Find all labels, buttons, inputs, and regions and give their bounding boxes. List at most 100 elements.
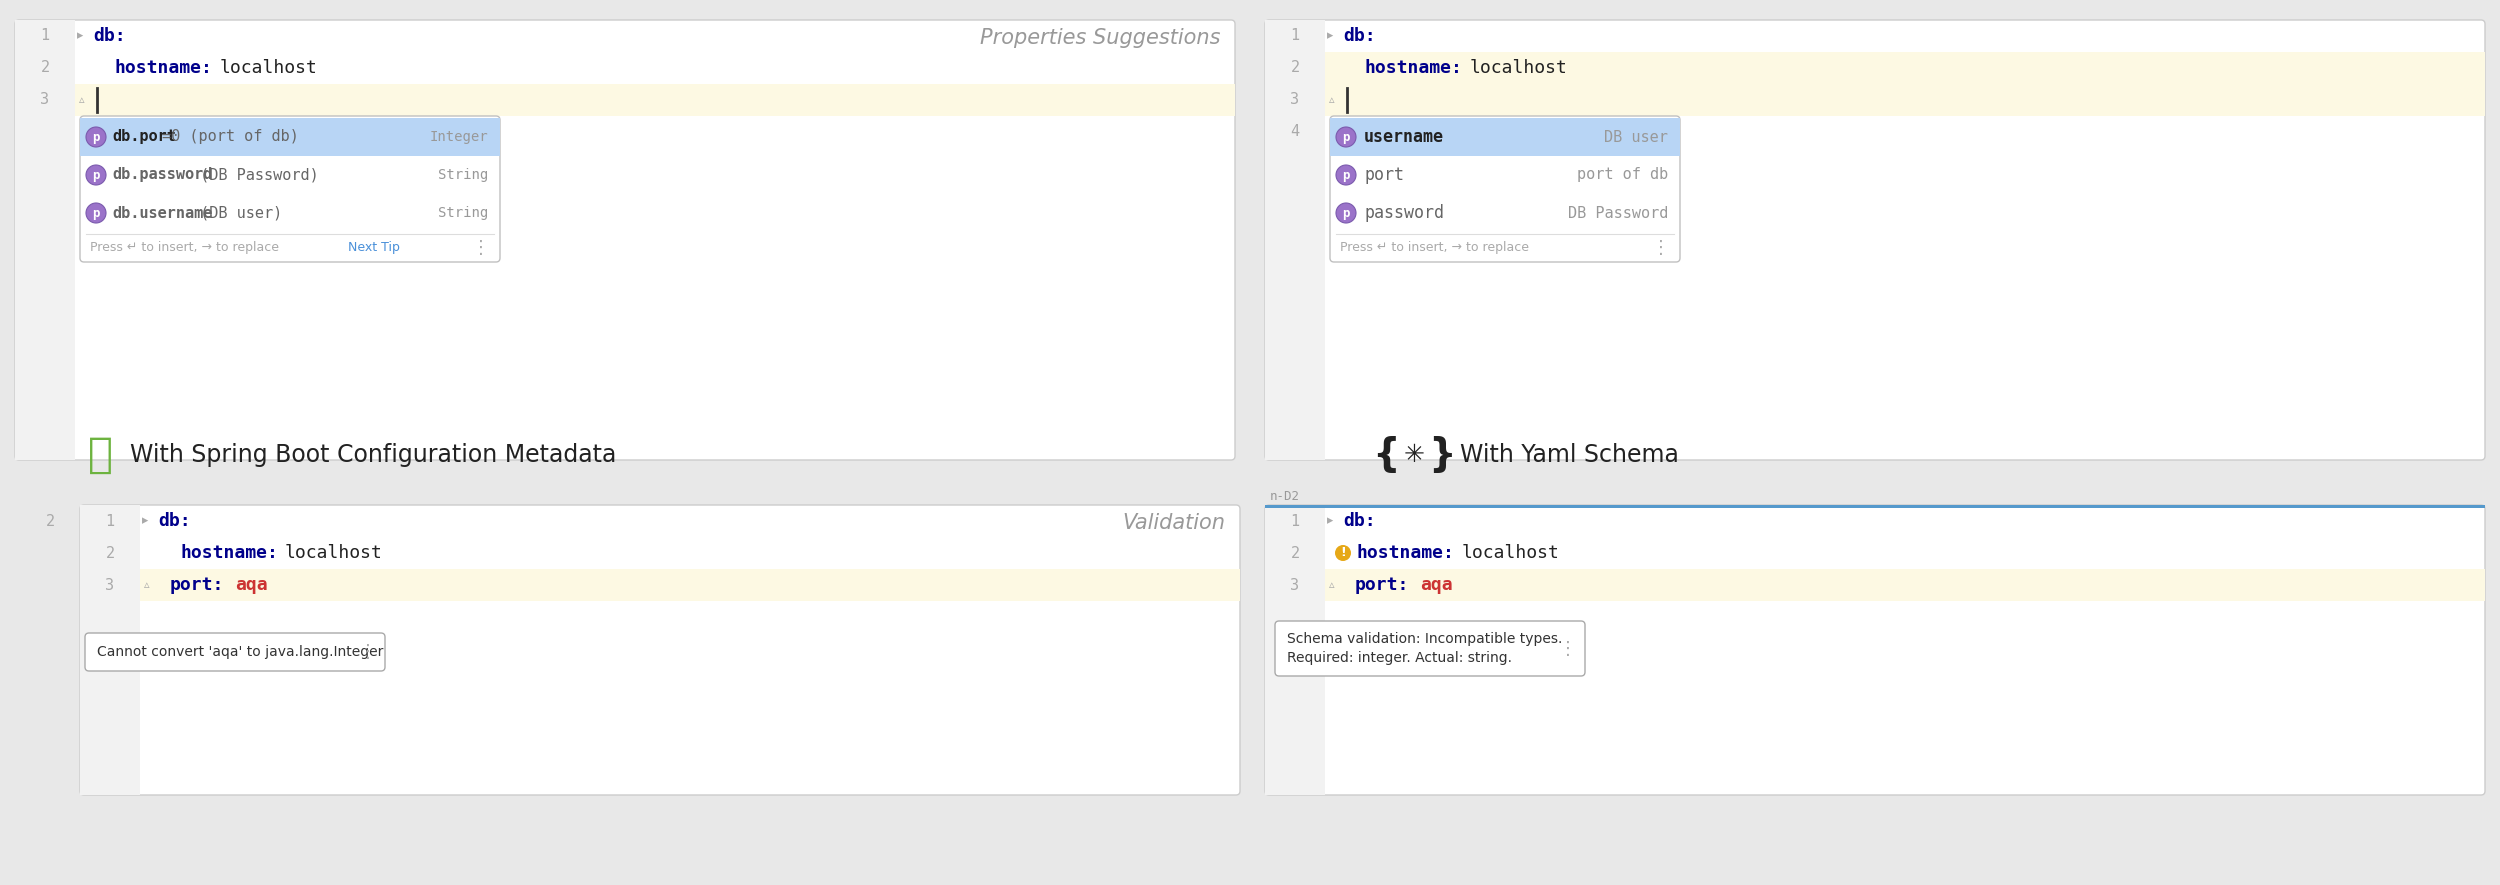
Text: Press ↵ to insert, → to replace: Press ↵ to insert, → to replace xyxy=(90,242,280,255)
Bar xyxy=(75,84,1235,116)
FancyBboxPatch shape xyxy=(80,116,500,262)
Text: localhost: localhost xyxy=(285,544,382,562)
Text: DB user: DB user xyxy=(1605,129,1668,144)
Text: hostname:: hostname: xyxy=(115,59,212,77)
Text: db:: db: xyxy=(92,27,125,45)
Bar xyxy=(140,569,1240,601)
Text: ▵: ▵ xyxy=(80,95,85,105)
FancyBboxPatch shape xyxy=(1330,116,1680,262)
Text: ✳: ✳ xyxy=(1403,443,1425,467)
Text: 1: 1 xyxy=(40,28,50,43)
Text: (DB Password): (DB Password) xyxy=(190,167,320,182)
FancyBboxPatch shape xyxy=(85,633,385,671)
Text: p: p xyxy=(92,168,100,181)
Bar xyxy=(1325,52,2485,84)
Text: port: port xyxy=(1365,166,1405,184)
Bar xyxy=(80,118,500,156)
FancyBboxPatch shape xyxy=(1265,505,2485,795)
Bar xyxy=(1330,118,1680,156)
Circle shape xyxy=(1335,165,1355,185)
Text: p: p xyxy=(92,206,100,219)
Text: p: p xyxy=(1342,206,1350,219)
Text: p: p xyxy=(92,130,100,143)
Text: ⋮: ⋮ xyxy=(1652,239,1670,257)
Text: aqa: aqa xyxy=(235,576,268,594)
Circle shape xyxy=(1335,127,1355,147)
Text: username: username xyxy=(1365,128,1445,146)
Text: Validation: Validation xyxy=(1122,513,1225,533)
Text: 1: 1 xyxy=(1290,28,1300,43)
Text: 3: 3 xyxy=(40,93,50,107)
Text: With Spring Boot Configuration Metadata: With Spring Boot Configuration Metadata xyxy=(130,443,618,467)
Text: DB Password: DB Password xyxy=(1568,205,1668,220)
Text: db.port: db.port xyxy=(112,129,175,144)
FancyBboxPatch shape xyxy=(1275,621,1585,676)
Text: p: p xyxy=(1342,130,1350,143)
Text: 2: 2 xyxy=(1290,60,1300,75)
Text: aqa: aqa xyxy=(1420,576,1452,594)
Circle shape xyxy=(1335,203,1355,223)
Text: With Yaml Schema: With Yaml Schema xyxy=(1460,443,1680,467)
Bar xyxy=(1265,20,1325,460)
Text: Schema validation: Incompatible types.: Schema validation: Incompatible types. xyxy=(1288,632,1562,645)
Text: ▸: ▸ xyxy=(78,29,82,42)
Text: port of db: port of db xyxy=(1578,167,1668,182)
Text: ▸: ▸ xyxy=(142,514,148,527)
Text: Next Tip: Next Tip xyxy=(348,242,400,255)
Circle shape xyxy=(85,165,105,185)
Circle shape xyxy=(85,203,105,223)
Text: String: String xyxy=(438,168,488,182)
Text: 🍃: 🍃 xyxy=(88,434,112,476)
Text: Properties Suggestions: Properties Suggestions xyxy=(980,28,1220,48)
Text: password: password xyxy=(1365,204,1445,222)
FancyBboxPatch shape xyxy=(1265,20,2485,460)
Text: db:: db: xyxy=(1342,27,1375,45)
Text: (DB user): (DB user) xyxy=(190,205,282,220)
Text: 2: 2 xyxy=(1290,545,1300,560)
Text: 3: 3 xyxy=(1290,93,1300,107)
Text: hostname:: hostname: xyxy=(1365,59,1462,77)
Text: Press ↵ to insert, → to replace: Press ↵ to insert, → to replace xyxy=(1340,242,1530,255)
Text: localhost: localhost xyxy=(1470,59,1568,77)
Text: ▸: ▸ xyxy=(1328,29,1332,42)
Text: hostname:: hostname: xyxy=(180,544,278,562)
Text: port:: port: xyxy=(170,576,225,594)
Text: ▸: ▸ xyxy=(1328,514,1332,527)
Bar xyxy=(80,505,140,795)
Text: ⋮: ⋮ xyxy=(1560,640,1578,658)
Circle shape xyxy=(1335,545,1350,561)
Text: 1: 1 xyxy=(1290,513,1300,528)
Text: db:: db: xyxy=(158,512,190,530)
Bar xyxy=(1265,505,2485,508)
Text: Cannot convert 'aqa' to java.lang.Integer: Cannot convert 'aqa' to java.lang.Intege… xyxy=(98,645,382,659)
Bar xyxy=(15,20,75,460)
Text: {: { xyxy=(1372,436,1400,474)
Bar xyxy=(1325,569,2485,601)
FancyBboxPatch shape xyxy=(15,20,1235,460)
Text: 4: 4 xyxy=(1290,125,1300,140)
Text: 2: 2 xyxy=(40,60,50,75)
Text: !: ! xyxy=(1340,545,1345,558)
Circle shape xyxy=(85,127,105,147)
Text: Integer: Integer xyxy=(430,130,488,144)
Text: ▵: ▵ xyxy=(1330,95,1335,105)
Text: db:: db: xyxy=(1342,512,1375,530)
Text: String: String xyxy=(438,206,488,220)
Text: localhost: localhost xyxy=(220,59,318,77)
Text: db.password: db.password xyxy=(112,167,212,182)
Text: 3: 3 xyxy=(105,578,115,592)
Text: hostname:: hostname: xyxy=(1358,544,1455,562)
Text: }: } xyxy=(1427,436,1455,474)
Text: 1: 1 xyxy=(105,513,115,528)
Bar xyxy=(1265,505,1325,795)
Text: =0 (port of db): =0 (port of db) xyxy=(162,129,300,144)
FancyBboxPatch shape xyxy=(80,505,1240,795)
Text: port:: port: xyxy=(1355,576,1410,594)
Text: 2: 2 xyxy=(105,545,115,560)
Text: ⋮: ⋮ xyxy=(472,239,490,257)
Text: 2: 2 xyxy=(45,513,55,528)
Text: db.username: db.username xyxy=(112,205,212,220)
Text: 3: 3 xyxy=(1290,578,1300,592)
Text: ▵: ▵ xyxy=(1330,580,1335,590)
Text: ⋮: ⋮ xyxy=(360,643,378,661)
